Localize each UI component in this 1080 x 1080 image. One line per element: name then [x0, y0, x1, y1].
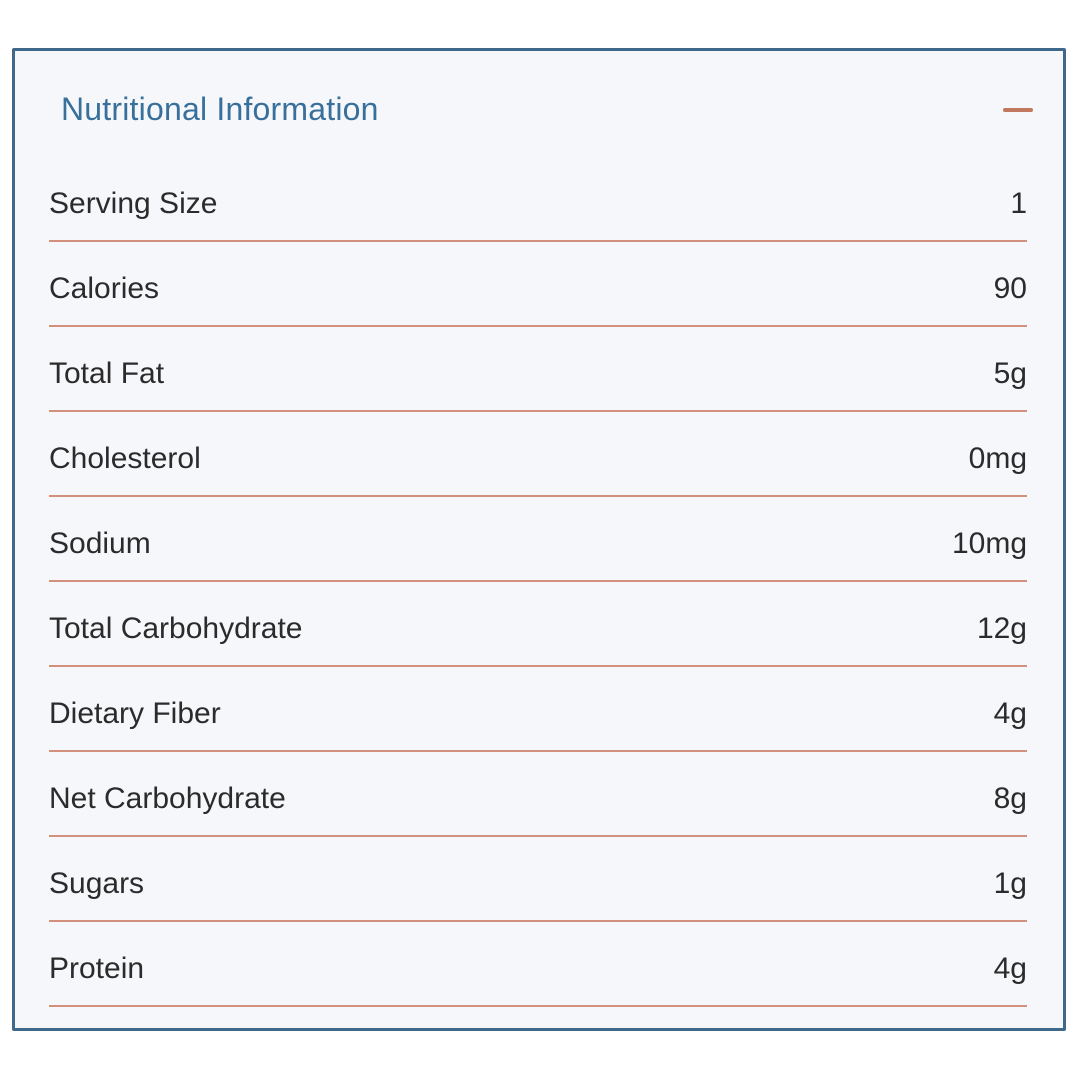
nutrient-label: Protein [49, 951, 145, 985]
nutrition-row: Dietary Fiber 4g [49, 667, 1027, 752]
nutrient-value: 4g [993, 696, 1027, 730]
nutrient-label: Sugars [49, 866, 145, 900]
nutrient-label: Dietary Fiber [49, 696, 221, 730]
nutrient-value: 12g [976, 611, 1027, 645]
nutrition-row: Net Carbohydrate 8g [49, 752, 1027, 837]
nutrition-row: Serving Size 1 [49, 157, 1027, 242]
nutrient-label: Net Carbohydrate [49, 781, 286, 815]
nutrient-value: 5g [993, 356, 1027, 390]
panel-title: Nutritional Information [61, 91, 379, 127]
nutrient-label: Cholesterol [49, 441, 201, 475]
nutrient-value: 1 [1010, 186, 1027, 220]
nutrition-row: Sodium 10mg [49, 497, 1027, 582]
nutrition-row: Total Fat 5g [49, 327, 1027, 412]
nutrient-label: Sodium [49, 526, 151, 560]
nutrition-row: Total Carbohydrate 12g [49, 582, 1027, 667]
nutrient-label: Calories [49, 271, 160, 305]
nutrition-rows: Serving Size 1 Calories 90 Total Fat 5g … [49, 157, 1027, 1007]
nutrient-label: Total Fat [49, 356, 165, 390]
nutrient-value: 90 [993, 271, 1027, 305]
nutrition-row: Sugars 1g [49, 837, 1027, 922]
nutrient-label: Serving Size [49, 186, 218, 220]
nutrient-value: 4g [993, 951, 1027, 985]
nutrient-value: 0mg [968, 441, 1027, 475]
nutrition-panel-header[interactable]: Nutritional Information [49, 51, 1033, 157]
collapse-minus-icon[interactable] [1003, 107, 1033, 112]
nutrition-row: Calories 90 [49, 242, 1027, 327]
nutrition-panel: Nutritional Information Serving Size 1 C… [12, 48, 1066, 1031]
nutrient-value: 8g [993, 781, 1027, 815]
nutrient-label: Total Carbohydrate [49, 611, 303, 645]
nutrient-value: 10mg [951, 526, 1027, 560]
nutrient-value: 1g [993, 866, 1027, 900]
nutrition-row: Cholesterol 0mg [49, 412, 1027, 497]
nutrition-row: Protein 4g [49, 922, 1027, 1007]
